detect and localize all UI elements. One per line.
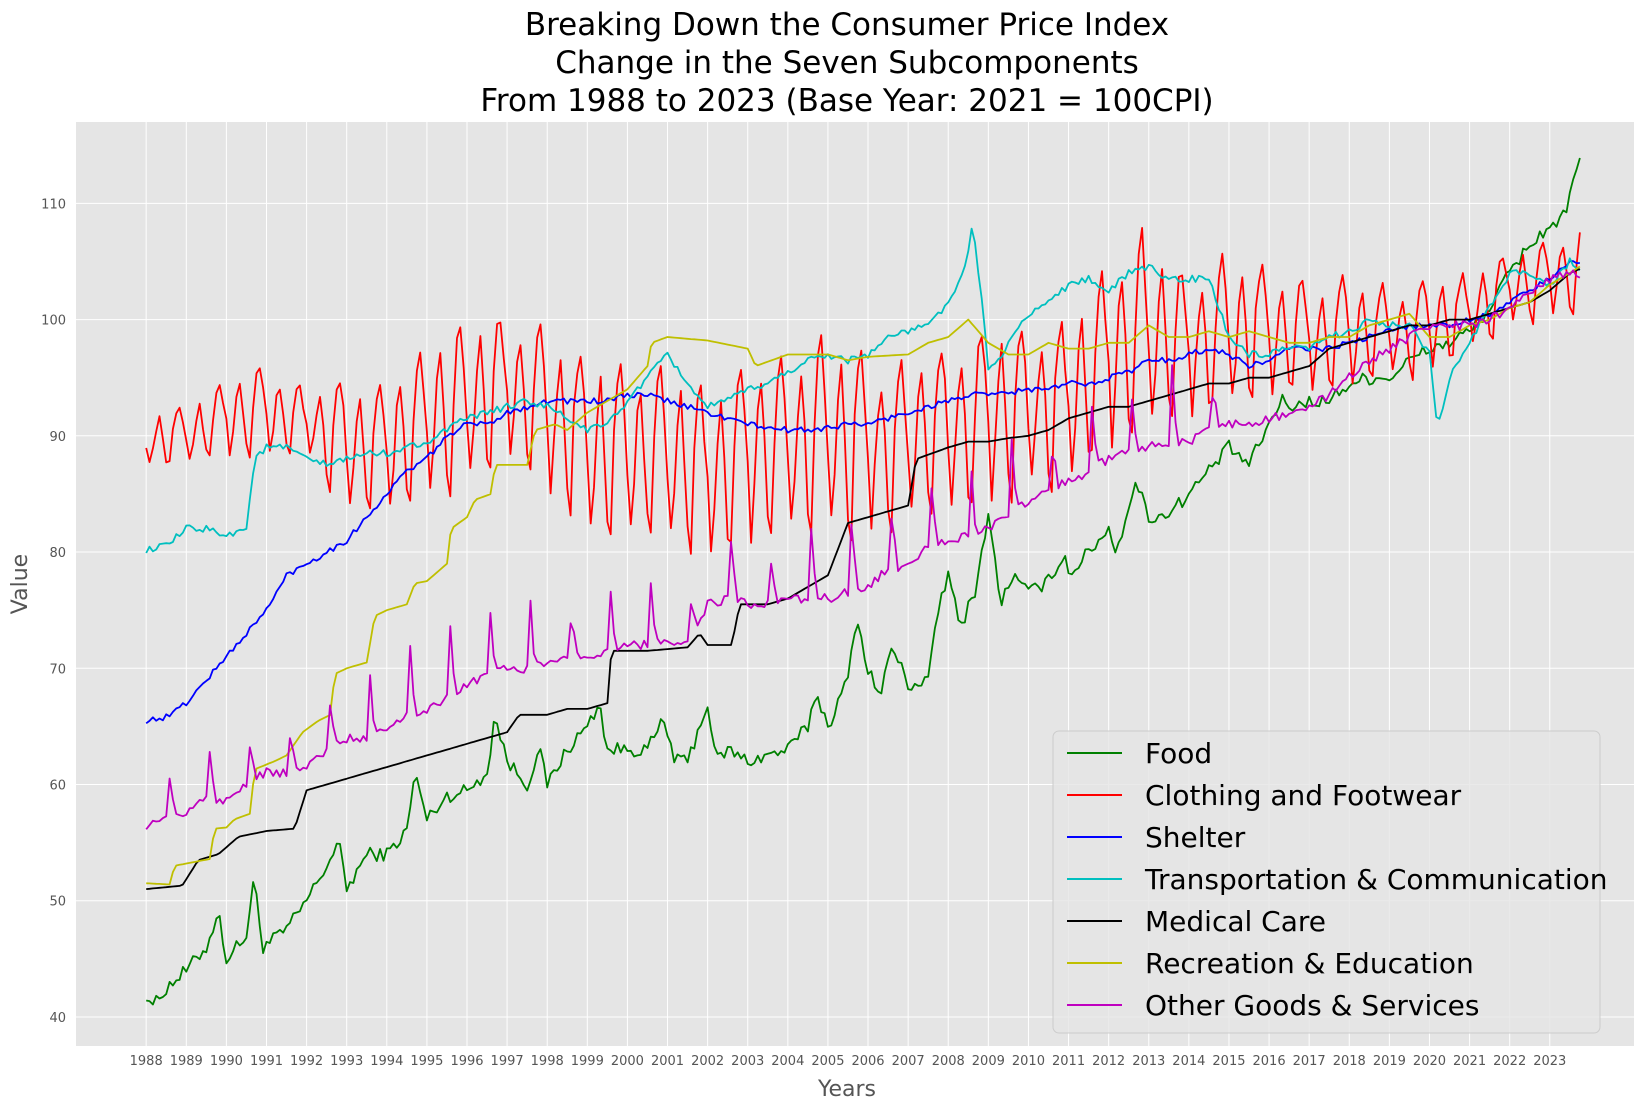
x-tick-label: 2011 — [1052, 1054, 1085, 1069]
x-tick-label: 1990 — [210, 1054, 243, 1069]
x-tick-label: 2014 — [1172, 1054, 1205, 1069]
x-tick-label: 2022 — [1493, 1054, 1526, 1069]
x-tick-label: 2004 — [771, 1054, 804, 1069]
series-line-4 — [146, 268, 1581, 890]
series-layer — [145, 157, 1581, 1006]
series-line-1 — [145, 227, 1581, 555]
x-tick-label: 2012 — [1092, 1054, 1125, 1069]
y-tick-label: 80 — [49, 546, 66, 561]
legend-label: Recreation & Education — [1145, 947, 1474, 980]
x-tick-label: 2013 — [1132, 1054, 1165, 1069]
y-tick-labels: 40 50 60 70 80 90 100 110 — [41, 197, 66, 1026]
x-tick-label: 2020 — [1413, 1054, 1446, 1069]
chart-title-line-1: Breaking Down the Consumer Price Index — [525, 7, 1169, 43]
legend-label: Medical Care — [1145, 905, 1326, 938]
x-tick-label: 1991 — [250, 1054, 283, 1069]
x-tick-label: 2003 — [731, 1054, 764, 1069]
legend-label: Transportation & Communication — [1144, 863, 1608, 896]
x-tick-label: 1995 — [410, 1054, 443, 1069]
x-tick-label: 1997 — [491, 1054, 524, 1069]
x-tick-label: 2007 — [892, 1054, 925, 1069]
legend-label: Food — [1145, 737, 1212, 770]
chart-title-line-3: From 1988 to 2023 (Base Year: 2021 = 100… — [480, 83, 1213, 119]
x-tick-label: 2008 — [932, 1054, 965, 1069]
legend-label: Shelter — [1145, 821, 1246, 854]
legend-label: Clothing and Footwear — [1145, 779, 1462, 812]
x-tick-label: 2010 — [1012, 1054, 1045, 1069]
series-line-0 — [146, 157, 1581, 1006]
x-tick-label: 2021 — [1453, 1054, 1486, 1069]
x-tick-label: 2023 — [1533, 1054, 1566, 1069]
y-tick-label: 50 — [49, 895, 66, 910]
x-tick-label: 2018 — [1333, 1054, 1366, 1069]
x-tick-label: 2017 — [1293, 1054, 1326, 1069]
x-tick-label: 1996 — [450, 1054, 483, 1069]
legend-box — [1052, 730, 1601, 1034]
y-tick-label: 60 — [49, 778, 66, 793]
y-tick-label: 90 — [49, 430, 66, 445]
x-tick-label: 1989 — [170, 1054, 203, 1069]
y-tick-label: 40 — [49, 1011, 66, 1026]
x-tick-label: 2009 — [972, 1054, 1005, 1069]
legend: Food Clothing and Footwear Shelter Transpor… — [1052, 730, 1608, 1034]
x-tick-label: 2002 — [691, 1054, 724, 1069]
x-tick-label: 2015 — [1212, 1054, 1245, 1069]
x-tick-label: 2005 — [811, 1054, 844, 1069]
y-axis-label: Value — [8, 554, 33, 614]
x-tick-label: 1992 — [290, 1054, 323, 1069]
x-tick-label: 2000 — [611, 1054, 644, 1069]
x-tick-label: 2019 — [1373, 1054, 1406, 1069]
y-tick-label: 110 — [41, 197, 66, 212]
chart-title-line-2: Change in the Seven Subcomponents — [555, 45, 1139, 81]
y-tick-label: 100 — [41, 314, 66, 329]
x-tick-label: 1993 — [330, 1054, 363, 1069]
x-tick-label: 2001 — [651, 1054, 684, 1069]
x-axis-label: Years — [817, 1077, 876, 1102]
x-tick-label: 1998 — [531, 1054, 564, 1069]
x-tick-label: 1994 — [370, 1054, 403, 1069]
series-line-6 — [145, 269, 1581, 830]
x-tick-label: 1988 — [130, 1054, 163, 1069]
x-tick-labels: 1988 1989 1990 1991 1992 1993 1994 1995 1996 1997… — [130, 1054, 1567, 1069]
x-tick-label: 2016 — [1253, 1054, 1286, 1069]
x-tick-label: 1999 — [571, 1054, 604, 1069]
legend-label: Other Goods & Services — [1145, 989, 1479, 1022]
x-tick-label: 2006 — [851, 1054, 884, 1069]
y-tick-label: 70 — [49, 662, 66, 677]
series-line-5 — [146, 265, 1581, 886]
